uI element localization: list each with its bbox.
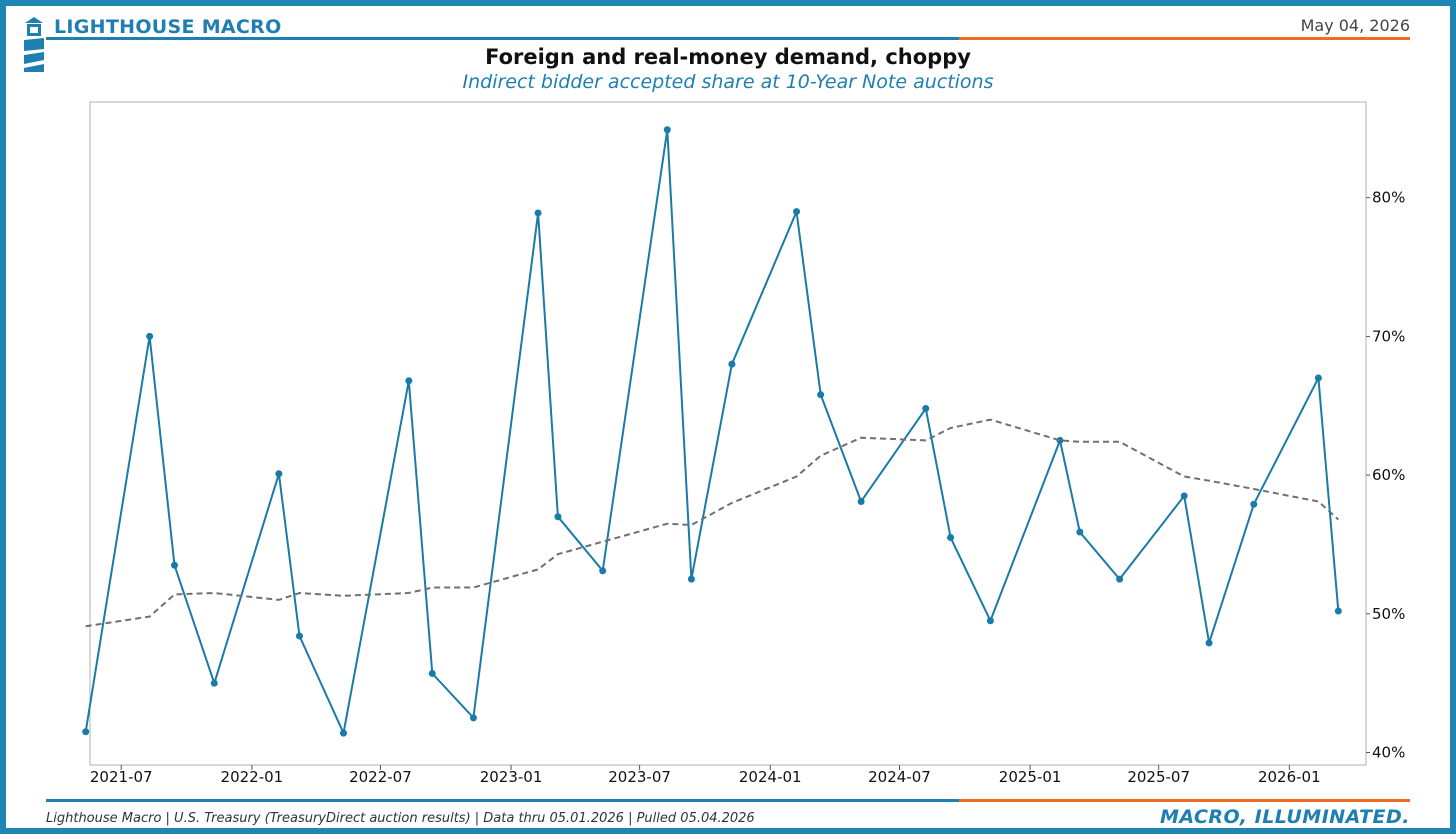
- data-point: [687, 575, 695, 583]
- y-tick-label: 40%: [1372, 744, 1405, 762]
- x-tick-label: 2026-01: [1258, 768, 1321, 786]
- x-tick-label: 2025-01: [999, 768, 1062, 786]
- brand-name: LIGHTHOUSE MACRO: [54, 16, 282, 38]
- data-point: [1205, 639, 1213, 647]
- data-point: [817, 391, 825, 399]
- data-point: [1180, 492, 1188, 500]
- data-point: [469, 714, 477, 722]
- x-tick-label: 2024-01: [739, 768, 802, 786]
- data-point: [922, 405, 930, 413]
- data-point: [1314, 374, 1322, 382]
- x-tick-label: 2023-01: [480, 768, 543, 786]
- data-point: [728, 360, 736, 368]
- data-point: [554, 513, 562, 521]
- source-note: Lighthouse Macro | U.S. Treasury (Treasu…: [46, 811, 755, 826]
- data-point: [428, 669, 436, 677]
- y-tick-label: 70%: [1372, 327, 1405, 345]
- chart-subtitle: Indirect bidder accepted share at 10-Yea…: [462, 71, 994, 93]
- x-tick-label: 2021-07: [90, 768, 153, 786]
- data-point: [534, 209, 542, 217]
- y-tick-label: 60%: [1372, 466, 1405, 484]
- data-point: [986, 617, 994, 625]
- data-point: [1076, 528, 1084, 536]
- report-date: May 04, 2026: [1300, 16, 1410, 35]
- lighthouse-logo-icon: [24, 17, 44, 72]
- data-point: [947, 534, 955, 542]
- data-point: [339, 729, 347, 737]
- x-tick-label: 2023-07: [608, 768, 671, 786]
- data-point: [210, 679, 218, 687]
- plot-area: [89, 101, 1367, 766]
- chart-title: Foreign and real-money demand, choppy: [485, 45, 971, 69]
- x-tick-label: 2022-01: [221, 768, 284, 786]
- data-point: [663, 126, 671, 134]
- data-point: [146, 332, 154, 340]
- footer-rule-orange: [959, 799, 1410, 802]
- data-point: [1116, 575, 1124, 583]
- x-tick-label: 2024-07: [868, 768, 931, 786]
- x-tick-label: 2025-07: [1127, 768, 1190, 786]
- data-point: [295, 632, 303, 640]
- data-point: [82, 728, 90, 736]
- y-tick-label: 50%: [1372, 605, 1405, 623]
- data-point: [170, 561, 178, 569]
- data-point: [793, 208, 801, 216]
- data-point: [1250, 500, 1258, 508]
- trend-line: [85, 418, 1339, 628]
- data-point: [1056, 436, 1064, 444]
- data-point: [599, 567, 607, 575]
- series-line: [84, 129, 1340, 737]
- data-point: [857, 497, 865, 505]
- header-rule-blue: [46, 37, 959, 40]
- data-point: [1334, 607, 1342, 615]
- x-tick-label: 2022-07: [349, 768, 412, 786]
- data-point: [275, 470, 283, 478]
- data-point: [405, 377, 413, 385]
- y-tick-label: 80%: [1372, 189, 1405, 207]
- footer-rule-blue: [46, 799, 959, 802]
- tagline: MACRO, ILLUMINATED.: [1159, 806, 1410, 828]
- header-rule-orange: [959, 37, 1410, 40]
